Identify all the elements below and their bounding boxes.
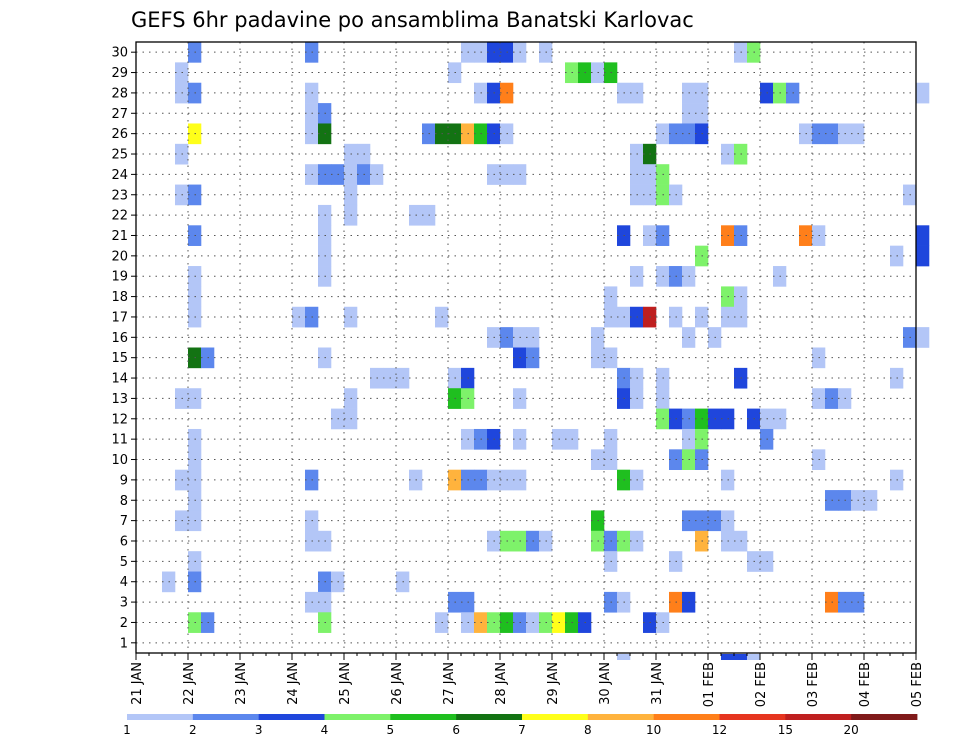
y-tick-label: 10 [111, 453, 128, 468]
y-tick-label: 18 [111, 290, 128, 305]
legend-swatch [785, 714, 852, 720]
x-tick-label: 22 JAN [182, 662, 197, 705]
legend-label: 10 [646, 723, 661, 737]
legend-label: 15 [778, 723, 793, 737]
y-tick-label: 3 [120, 596, 128, 611]
legend-swatch [653, 714, 720, 720]
y-tick-label: 20 [111, 249, 128, 264]
x-tick-label: 25 JAN [338, 662, 353, 705]
y-tick-label: 7 [120, 514, 128, 529]
y-tick-label: 14 [111, 372, 128, 387]
heatmap-cell [916, 327, 930, 348]
y-tick-label: 12 [111, 412, 128, 427]
heatmap-cell-overflow [747, 654, 761, 660]
x-tick-label: 03 FEB [806, 662, 821, 707]
y-tick-label: 24 [111, 168, 128, 183]
y-tick-label: 2 [120, 616, 128, 631]
legend-swatch [522, 714, 589, 720]
x-tick-label: 29 JAN [546, 662, 561, 705]
y-tick-label: 27 [111, 107, 128, 122]
chart-title: GEFS 6hr padavine po ansamblima Banatski… [131, 8, 694, 32]
legend-label: 5 [387, 723, 395, 737]
legend-swatch [456, 714, 523, 720]
legend-swatch [587, 714, 655, 720]
legend-swatch [390, 714, 457, 720]
y-tick-label: 11 [111, 433, 128, 448]
y-tick-label: 13 [111, 392, 128, 407]
y-tick-label: 22 [111, 209, 128, 224]
y-tick-label: 19 [111, 270, 128, 285]
y-tick-label: 16 [111, 331, 128, 346]
y-tick-label: 29 [111, 66, 128, 81]
heatmap-cell-overflow [721, 654, 735, 660]
x-tick-label: 01 FEB [702, 662, 717, 707]
x-tick-label: 30 JAN [598, 662, 613, 705]
legend-label: 6 [452, 723, 460, 737]
y-tick-label: 5 [120, 555, 128, 570]
y-tick-label: 15 [111, 351, 128, 366]
y-tick-label: 4 [120, 575, 128, 590]
legend-swatch [324, 714, 391, 720]
x-tick-label: 24 JAN [286, 662, 301, 705]
x-tick-label: 04 FEB [858, 662, 873, 707]
legend-label: 20 [844, 723, 859, 737]
heatmap-cell [916, 245, 930, 267]
y-tick-label: 30 [111, 46, 128, 61]
heatmap-cell-overflow [617, 654, 631, 660]
legend-label: 2 [189, 723, 197, 737]
color-legend: 1 2 3 4 5 6 7 8 10 12 15 20 [123, 714, 918, 737]
legend-label: 1 [123, 723, 131, 737]
legend-label: 8 [584, 723, 592, 737]
y-tick-label: 6 [120, 534, 128, 549]
x-tick-label: 02 FEB [754, 662, 769, 707]
axis-ticks: 1234567891011121314151617181920212223242… [111, 46, 925, 708]
legend-label: 3 [255, 723, 263, 737]
y-tick-label: 21 [111, 229, 128, 244]
y-tick-label: 9 [120, 473, 128, 488]
grid-lines [136, 42, 916, 653]
y-tick-label: 28 [111, 86, 128, 101]
legend-swatch [719, 714, 786, 720]
legend-label: 12 [712, 723, 727, 737]
x-tick-label: 26 JAN [390, 662, 405, 705]
x-tick-label: 23 JAN [234, 662, 249, 705]
y-tick-label: 17 [111, 310, 128, 325]
legend-swatch [258, 714, 325, 720]
x-tick-label: 31 JAN [650, 662, 665, 705]
legend-label: 7 [518, 723, 526, 737]
y-tick-label: 26 [111, 127, 128, 142]
y-tick-label: 1 [120, 636, 128, 651]
y-tick-label: 25 [111, 148, 128, 163]
heatmap-cell [916, 82, 930, 104]
x-tick-label: 28 JAN [494, 662, 509, 705]
heatmap-cells [162, 42, 930, 660]
legend-label: 4 [321, 723, 329, 737]
heatmap-cell [916, 225, 930, 246]
x-tick-label: 27 JAN [442, 662, 457, 705]
legend-swatch [192, 714, 260, 720]
legend-swatch [127, 714, 194, 720]
legend-swatch [851, 714, 918, 720]
x-tick-label: 21 JAN [130, 662, 145, 705]
x-tick-label: 05 FEB [910, 662, 925, 707]
y-tick-label: 23 [111, 188, 128, 203]
y-tick-label: 8 [120, 494, 128, 509]
heatmap-cell-overflow [734, 654, 748, 660]
